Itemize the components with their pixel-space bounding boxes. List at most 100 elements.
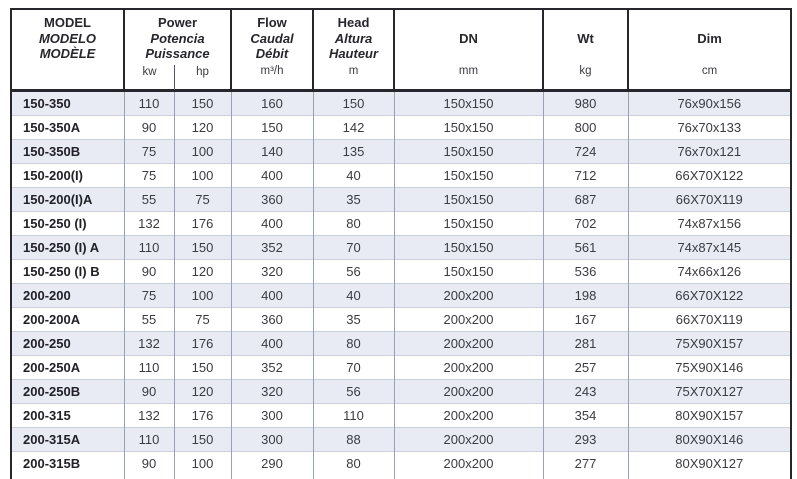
cell-head: 135 [312, 139, 394, 164]
cell-head: 56 [312, 379, 394, 404]
table-row: 150-250 (I) 132 176 400 80 150x150 702 7… [11, 211, 791, 236]
power-label-es: Potencia [150, 30, 205, 46]
model-label-en: MODEL [44, 14, 91, 30]
model-unit-empty [12, 65, 123, 89]
dim-label: Dim [697, 30, 722, 46]
cell-wt: 257 [542, 355, 628, 380]
wt-header-stack: Wt kg [544, 10, 627, 89]
power-header-stack: Power Potencia Puissance kw hp [125, 10, 230, 90]
cell-wt: 354 [542, 403, 628, 428]
table-row: 150-350B 75 100 140 135 150x150 724 76x7… [11, 139, 791, 164]
cell-power-kw: 55 [123, 187, 174, 212]
cell-wt: 293 [542, 427, 628, 452]
cell-wt: 800 [542, 115, 628, 140]
cell-flow: 400 [230, 163, 313, 188]
cell-head: 80 [312, 451, 394, 475]
cell-dim: 74x66x126 [627, 259, 791, 284]
cell-wt [542, 475, 628, 479]
cell-model: 150-250 (I) B [11, 259, 124, 284]
dn-header-stack: DN mm [395, 10, 542, 89]
cell-power-kw: 90 [123, 115, 174, 140]
cell-model: 150-250 (I) [11, 211, 124, 236]
cell-dim: 66X70X122 [627, 283, 791, 308]
cell-dn: 200x200 [393, 355, 543, 380]
flow-label-fr: Débit [255, 46, 289, 62]
cell-dn: 200x200 [393, 451, 543, 475]
cell-flow: 300 [230, 427, 313, 452]
cell-dn: 150x150 [393, 235, 543, 260]
head-header-stack: Head Altura Hauteur m [314, 10, 393, 89]
unit-wt: kg [579, 65, 592, 77]
model-label-es: MODELO [38, 30, 97, 46]
cell-power-hp: 100 [173, 283, 231, 308]
table-row: 150-250 (I) B 90 120 320 56 150x150 536 … [11, 259, 791, 284]
cell-head: 80 [312, 211, 394, 236]
cell-dn: 150x150 [393, 259, 543, 284]
cell-wt: 561 [542, 235, 628, 260]
cell-power-hp: 150 [173, 355, 231, 380]
cell-power-hp: 75 [173, 307, 231, 332]
cell-wt: 980 [542, 90, 628, 116]
cell-power-hp: 120 [173, 379, 231, 404]
table-body: 150-350 110 150 160 150 150x150 980 76x9… [11, 90, 791, 475]
cell-wt: 702 [542, 211, 628, 236]
cell-model: 150-350A [11, 115, 124, 140]
table-row: 150-250 (I) A 110 150 352 70 150x150 561… [11, 235, 791, 260]
cell-dim: 76x90x156 [627, 90, 791, 116]
power-header-labels: Power Potencia Puissance [125, 10, 230, 65]
table-row: 200-200 75 100 400 40 200x200 198 66X70X… [11, 283, 791, 308]
column-header-model: MODEL MODELO MODÈLE [11, 9, 124, 92]
cell-flow: 360 [230, 187, 313, 212]
table-row-partial [11, 475, 791, 479]
dn-label: DN [459, 30, 478, 46]
cell-dim: 80X90X157 [627, 403, 791, 428]
cell-dim: 66X70X119 [627, 307, 791, 332]
cell-dn: 200x200 [393, 283, 543, 308]
wt-label: Wt [577, 30, 594, 46]
cell-head: 70 [312, 355, 394, 380]
head-label-fr: Hauteur [328, 46, 379, 62]
cell-power-kw: 132 [123, 331, 174, 356]
cell-power-kw: 90 [123, 451, 174, 475]
cell-power-kw: 75 [123, 139, 174, 164]
cell-dn: 150x150 [393, 139, 543, 164]
cell-power-kw: 110 [123, 90, 174, 116]
cell-power-kw: 110 [123, 355, 174, 380]
cell-power-kw: 90 [123, 259, 174, 284]
dn-header-labels: DN [395, 10, 542, 65]
cell-flow: 320 [230, 379, 313, 404]
cell-power-hp: 120 [173, 259, 231, 284]
cell-model [11, 475, 124, 479]
column-header-head: Head Altura Hauteur m [312, 9, 394, 92]
flow-header-stack: Flow Caudal Débit m³/h [232, 10, 312, 89]
cell-model: 200-200A [11, 307, 124, 332]
cell-dn: 200x200 [393, 379, 543, 404]
cell-power-kw: 110 [123, 235, 174, 260]
unit-flow: m³/h [260, 65, 284, 77]
cell-flow: 160 [230, 90, 313, 116]
cell-flow: 300 [230, 403, 313, 428]
cell-model: 200-315A [11, 427, 124, 452]
cell-power-kw: 55 [123, 307, 174, 332]
table-row: 150-350 110 150 160 150 150x150 980 76x9… [11, 90, 791, 116]
cell-wt: 277 [542, 451, 628, 475]
head-label-en: Head [337, 14, 370, 30]
cell-dim: 74x87x156 [627, 211, 791, 236]
cell-power-kw: 110 [123, 427, 174, 452]
cell-dim: 80X90X127 [627, 451, 791, 475]
cell-dn: 150x150 [393, 187, 543, 212]
cell-flow: 400 [230, 211, 313, 236]
model-label-fr: MODÈLE [39, 46, 96, 62]
cell-power-hp [173, 475, 231, 479]
table-body-overflow [11, 475, 791, 479]
column-header-wt: Wt kg [542, 9, 628, 92]
cell-dim: 66X70X122 [627, 163, 791, 188]
cell-dn: 200x200 [393, 427, 543, 452]
cell-head: 35 [312, 187, 394, 212]
cell-head: 110 [312, 403, 394, 428]
cell-dn: 200x200 [393, 307, 543, 332]
unit-hp: hp [174, 65, 230, 90]
cell-dim: 75X90X146 [627, 355, 791, 380]
cell-power-kw: 75 [123, 163, 174, 188]
